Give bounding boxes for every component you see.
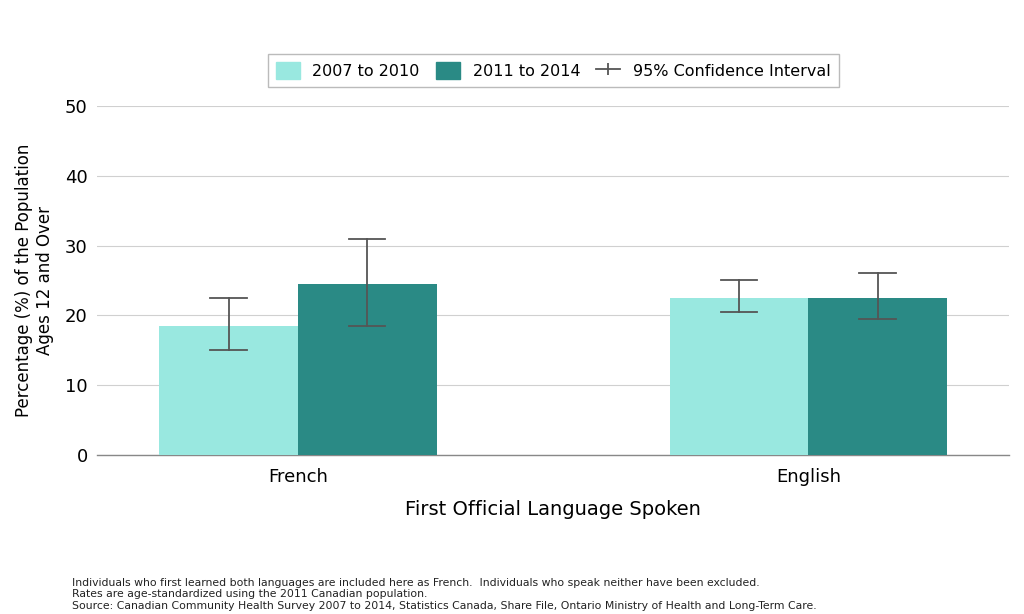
- Bar: [298, 284, 436, 455]
- Text: Individuals who first learned both languages are included here as French.  Indiv: Individuals who first learned both langu…: [72, 578, 816, 611]
- Bar: [670, 298, 808, 455]
- Bar: [808, 298, 947, 455]
- Legend: 2007 to 2010, 2011 to 2014, 95% Confidence Interval: 2007 to 2010, 2011 to 2014, 95% Confiden…: [267, 55, 839, 87]
- Y-axis label: Percentage (%) of the Population
Ages 12 and Over: Percentage (%) of the Population Ages 12…: [15, 144, 54, 417]
- Bar: [160, 326, 298, 455]
- X-axis label: First Official Language Spoken: First Official Language Spoken: [406, 500, 701, 519]
